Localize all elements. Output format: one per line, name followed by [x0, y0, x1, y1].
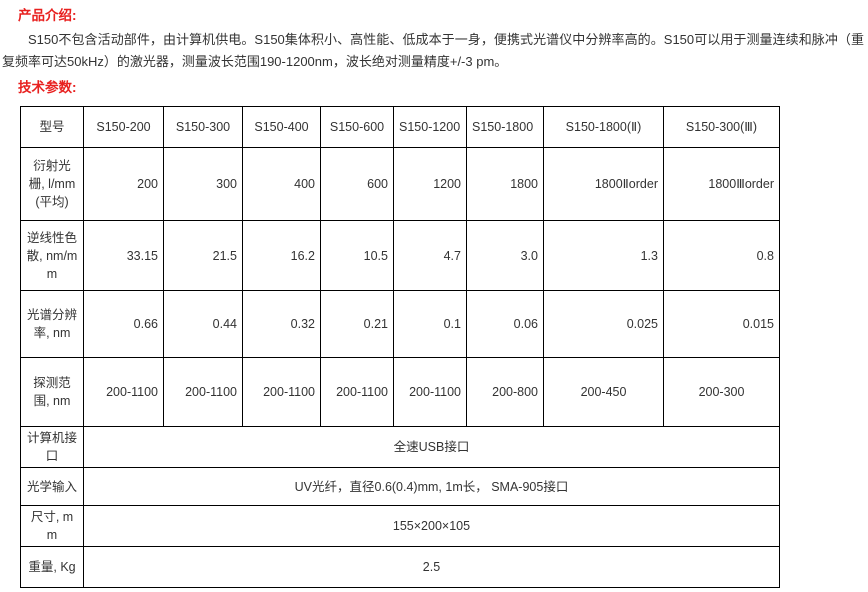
table-row-computer-interface: 计算机接口 全速USB接口 — [20, 426, 780, 468]
model-header-cell: S150-200 — [83, 106, 164, 148]
detection-range-cell: 200-1100 — [320, 357, 394, 427]
grating-value-cell: 400 — [242, 147, 321, 221]
technical-specifications-table: 型号 S150-200 S150-300 S150-400 S150-600 S… — [20, 106, 780, 588]
detection-range-cell: 200-1100 — [393, 357, 467, 427]
model-header-cell: S150-300(Ⅲ) — [663, 106, 780, 148]
dispersion-value-cell: 10.5 — [320, 220, 394, 291]
model-header-cell: S150-600 — [320, 106, 394, 148]
dispersion-value-cell: 21.5 — [163, 220, 243, 291]
detection-range-cell: 200-1100 — [242, 357, 321, 427]
tech-specs-heading: 技术参数: — [18, 80, 77, 95]
spec-table-container: 型号 S150-200 S150-300 S150-400 S150-600 S… — [0, 98, 868, 588]
row-label-weight: 重量, Kg — [20, 546, 84, 588]
product-intro-heading: 产品介绍: — [18, 8, 77, 23]
model-header-cell: S150-1800(Ⅱ) — [543, 106, 664, 148]
row-label-dimensions: 尺寸, mm — [20, 505, 84, 547]
row-label-grating: 衍射光栅, l/mm(平均) — [20, 147, 84, 221]
table-row-weight: 重量, Kg 2.5 — [20, 546, 780, 588]
detection-range-cell: 200-1100 — [83, 357, 164, 427]
grating-value-cell: 1200 — [393, 147, 467, 221]
dispersion-value-cell: 1.3 — [543, 220, 664, 291]
detection-range-cell: 200-1100 — [163, 357, 243, 427]
row-label-optical-input: 光学输入 — [20, 467, 84, 506]
grating-value-cell: 1800Ⅱorder — [543, 147, 664, 221]
resolution-value-cell: 0.66 — [83, 290, 164, 358]
resolution-value-cell: 0.1 — [393, 290, 467, 358]
table-row-detection-range: 探测范围, nm 200-1100 200-1100 200-1100 200-… — [20, 357, 780, 427]
product-intro-paragraph: S150不包含活动部件，由计算机供电。S150集体积小、高性能、低成本于一身，便… — [2, 32, 864, 69]
detection-range-cell: 200-450 — [543, 357, 664, 427]
row-label-dispersion: 逆线性色散, nm/mm — [20, 220, 84, 291]
table-row-dispersion: 逆线性色散, nm/mm 33.15 21.5 16.2 10.5 4.7 3.… — [20, 220, 780, 291]
model-header-cell: S150-400 — [242, 106, 321, 148]
model-header-cell: S150-1200 — [393, 106, 467, 148]
row-label-detection-range: 探测范围, nm — [20, 357, 84, 427]
dispersion-value-cell: 0.8 — [663, 220, 780, 291]
grating-value-cell: 300 — [163, 147, 243, 221]
dispersion-value-cell: 4.7 — [393, 220, 467, 291]
dispersion-value-cell: 16.2 — [242, 220, 321, 291]
resolution-value-cell: 0.015 — [663, 290, 780, 358]
optical-input-value: UV光纤，直径0.6(0.4)mm, 1m长， SMA-905接口 — [83, 467, 780, 506]
grating-value-cell: 1800 — [466, 147, 544, 221]
grating-value-cell: 200 — [83, 147, 164, 221]
grating-value-cell: 1800Ⅲorder — [663, 147, 780, 221]
table-row-grating: 衍射光栅, l/mm(平均) 200 300 400 600 1200 1800… — [20, 147, 780, 221]
resolution-value-cell: 0.32 — [242, 290, 321, 358]
grating-value-cell: 600 — [320, 147, 394, 221]
dispersion-value-cell: 33.15 — [83, 220, 164, 291]
table-row-resolution: 光谱分辨率, nm 0.66 0.44 0.32 0.21 0.1 0.06 0… — [20, 290, 780, 358]
resolution-value-cell: 0.06 — [466, 290, 544, 358]
detection-range-cell: 200-300 — [663, 357, 780, 427]
table-row-optical-input: 光学输入 UV光纤，直径0.6(0.4)mm, 1m长， SMA-905接口 — [20, 467, 780, 506]
row-label-computer-interface: 计算机接口 — [20, 426, 84, 468]
table-row-model: 型号 S150-200 S150-300 S150-400 S150-600 S… — [20, 106, 780, 148]
table-row-dimensions: 尺寸, mm 155×200×105 — [20, 505, 780, 547]
dispersion-value-cell: 3.0 — [466, 220, 544, 291]
computer-interface-value: 全速USB接口 — [83, 426, 780, 468]
weight-value: 2.5 — [83, 546, 780, 588]
detection-range-cell: 200-800 — [466, 357, 544, 427]
resolution-value-cell: 0.025 — [543, 290, 664, 358]
dimensions-value: 155×200×105 — [83, 505, 780, 547]
model-header-cell: S150-1800 — [466, 106, 544, 148]
model-header-cell: S150-300 — [163, 106, 243, 148]
row-label-model: 型号 — [20, 106, 84, 148]
row-label-resolution: 光谱分辨率, nm — [20, 290, 84, 358]
resolution-value-cell: 0.21 — [320, 290, 394, 358]
resolution-value-cell: 0.44 — [163, 290, 243, 358]
